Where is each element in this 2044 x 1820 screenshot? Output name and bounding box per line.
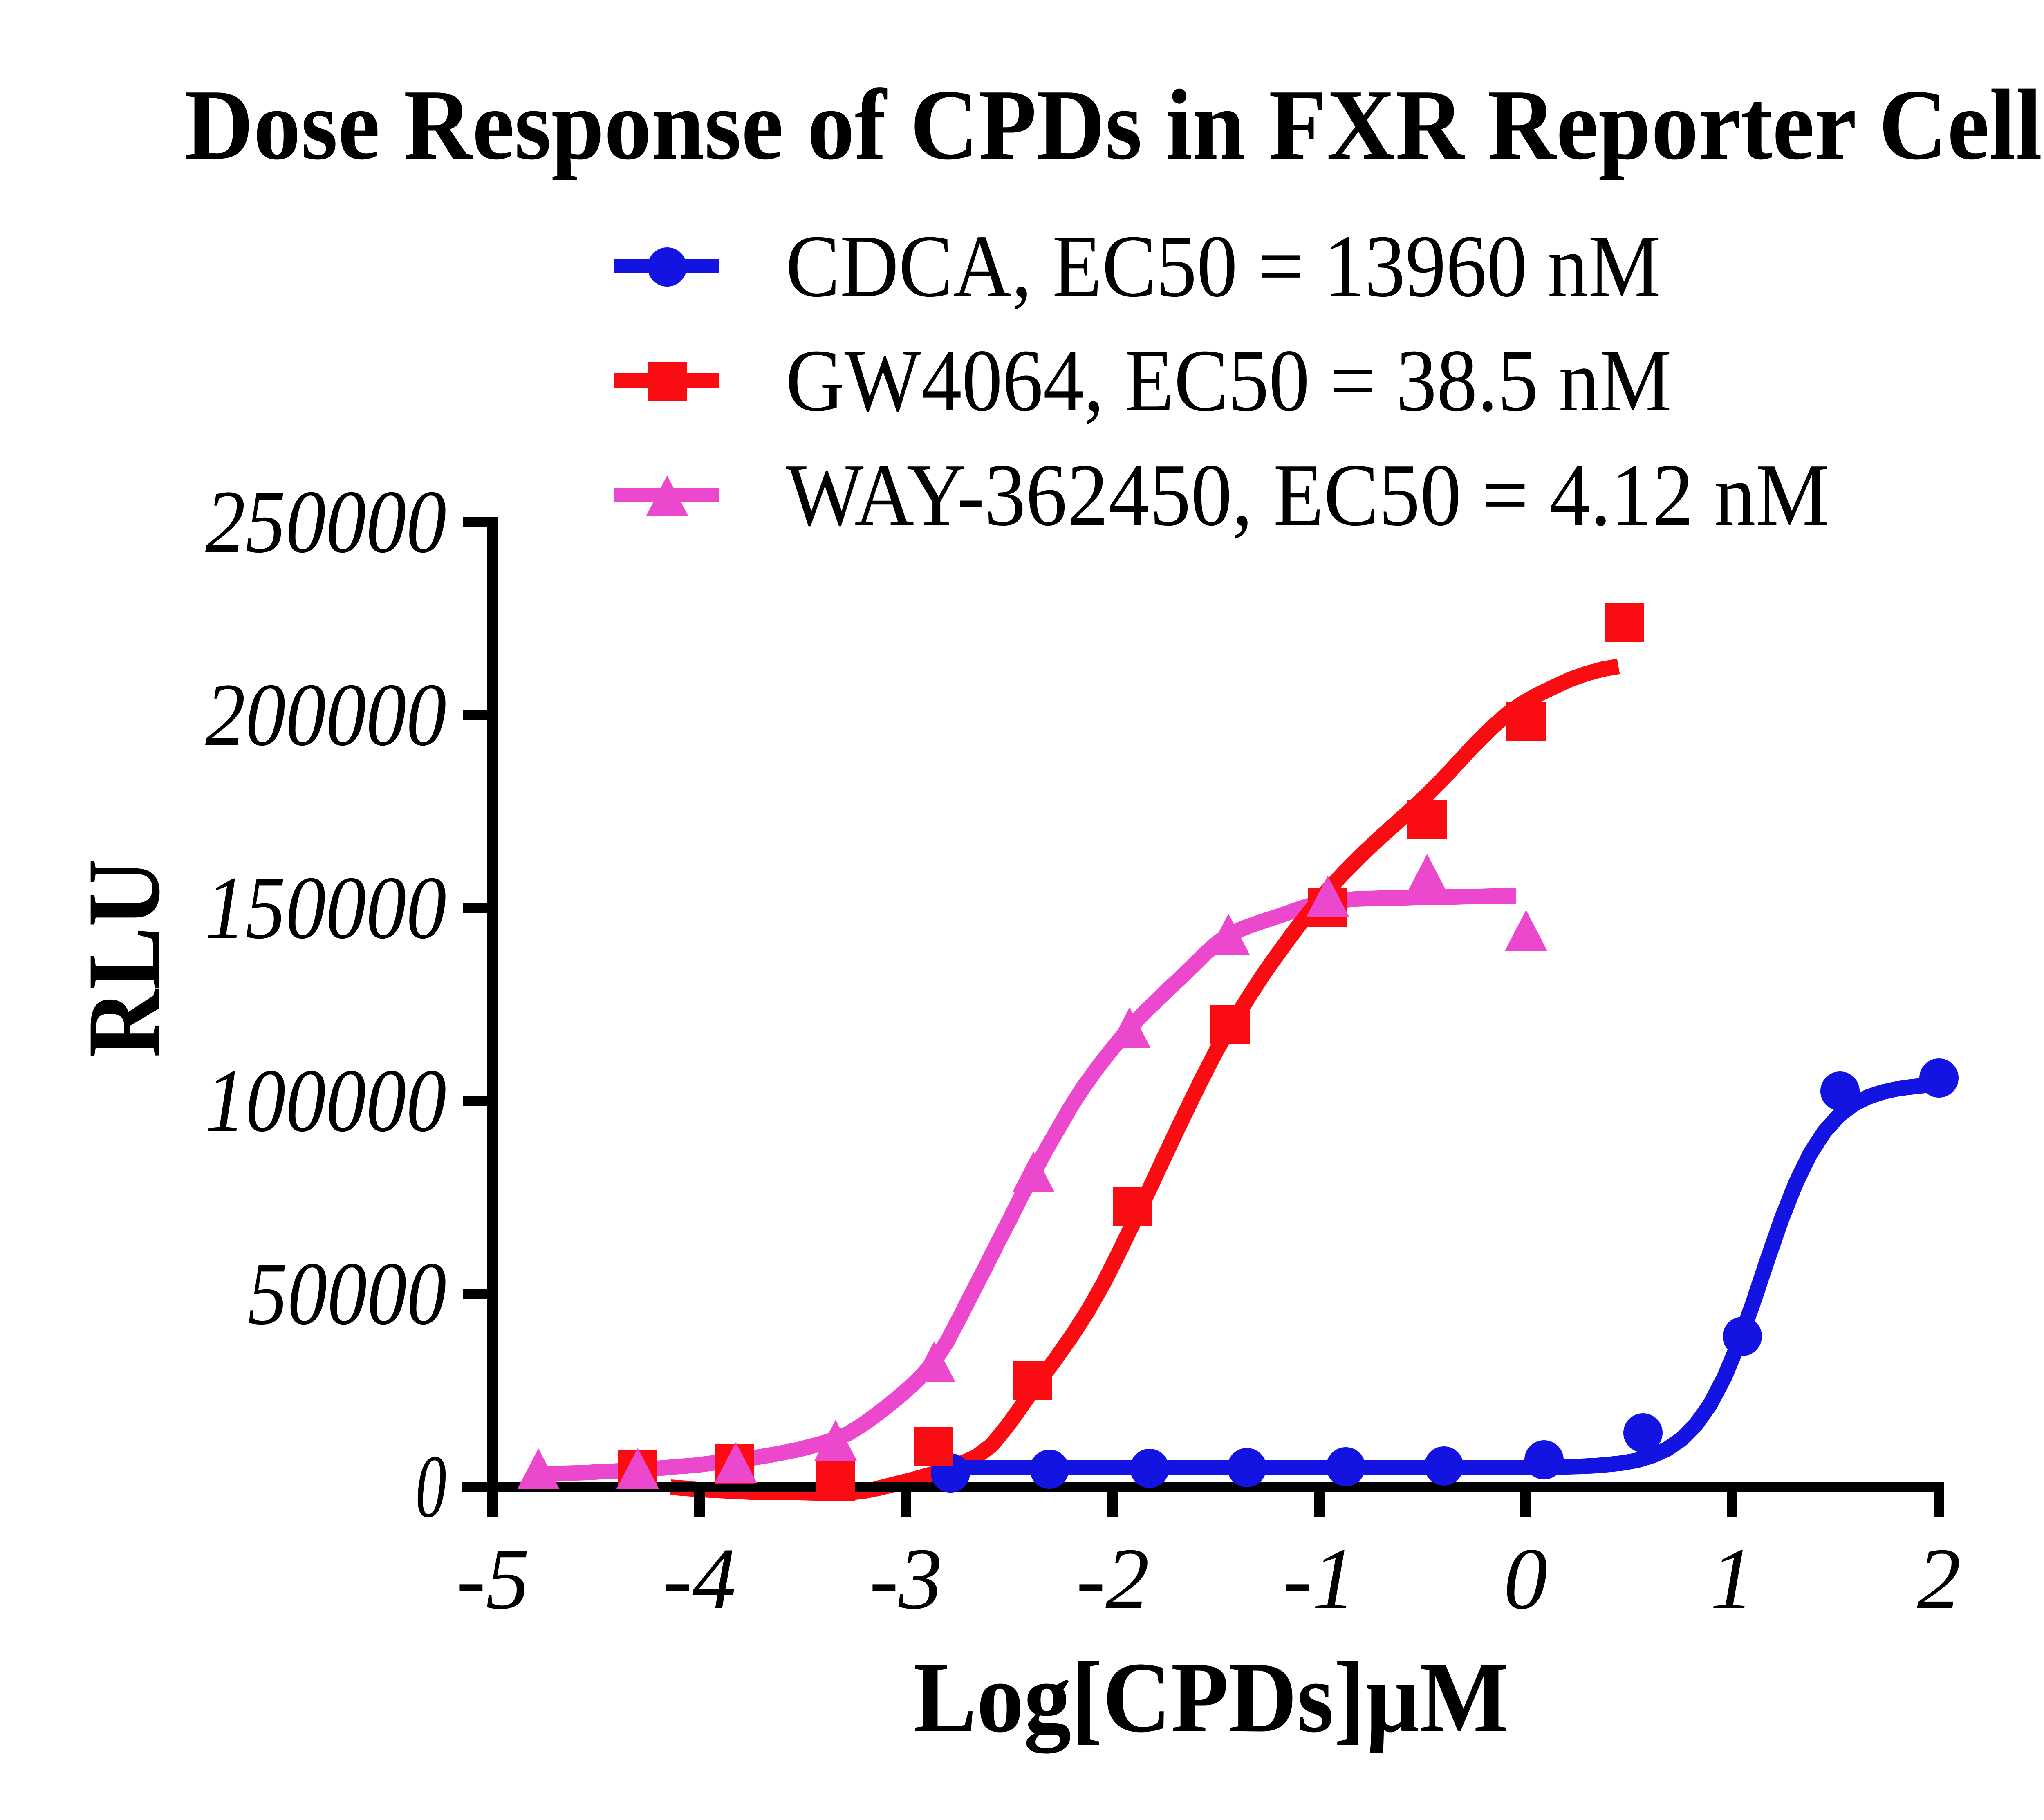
svg-text:RLU: RLU [66, 859, 181, 1058]
svg-text:1: 1 [1710, 1530, 1754, 1627]
svg-text:150000: 150000 [205, 858, 446, 957]
svg-text:200000: 200000 [205, 665, 446, 764]
svg-text:Dose Response of CPDs in FXR R: Dose Response of CPDs in FXR Reporter Ce… [185, 69, 2044, 181]
svg-text:50000: 50000 [248, 1244, 446, 1343]
svg-text:Log[CPDs]µM: Log[CPDs]µM [914, 1642, 1509, 1754]
svg-text:100000: 100000 [205, 1051, 446, 1150]
svg-text:2: 2 [1917, 1530, 1961, 1627]
svg-text:-1: -1 [1282, 1530, 1356, 1627]
svg-text:-2: -2 [1076, 1530, 1149, 1627]
svg-text:CDCA, EC50 = 13960 nM: CDCA, EC50 = 13960 nM [786, 217, 1661, 316]
svg-text:-4: -4 [663, 1530, 736, 1627]
svg-text:-5: -5 [456, 1530, 529, 1627]
svg-text:250000: 250000 [205, 472, 446, 572]
svg-text:WAY-362450, EC50 = 4.12 nM: WAY-362450, EC50 = 4.12 nM [786, 446, 1829, 545]
svg-text:-3: -3 [869, 1530, 942, 1627]
svg-text:GW4064, EC50 = 38.5 nM: GW4064, EC50 = 38.5 nM [786, 332, 1672, 430]
svg-text:0: 0 [1504, 1530, 1548, 1627]
svg-text:0: 0 [415, 1437, 446, 1536]
